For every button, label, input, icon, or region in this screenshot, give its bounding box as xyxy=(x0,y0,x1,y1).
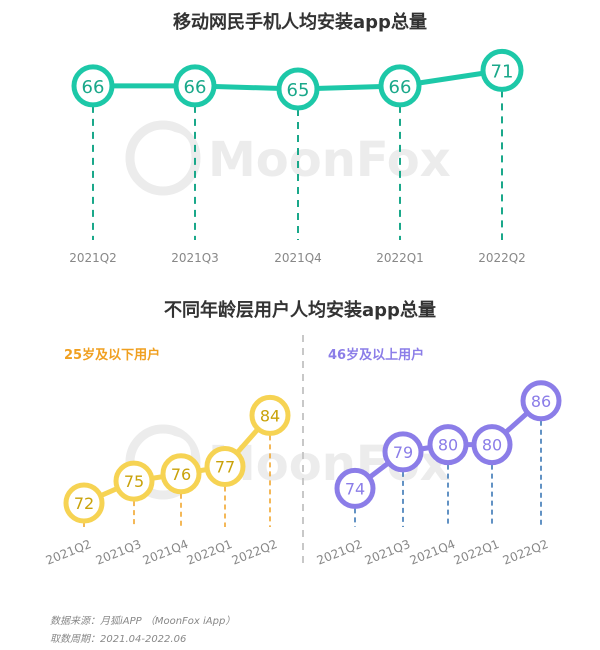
c2-point-old xyxy=(427,424,469,466)
c2-data-label-young: 77 xyxy=(215,458,235,477)
c1-data-label: 66 xyxy=(184,77,207,98)
c2-point-young xyxy=(249,394,291,436)
c2-data-label-old: 80 xyxy=(482,436,502,455)
c1-point xyxy=(71,64,115,108)
c2-data-label-young: 75 xyxy=(124,472,144,491)
c2-x-tick-label-young: 2021Q4 xyxy=(141,537,190,568)
chart-2-title: 不同年龄层用户人均安装app总量 xyxy=(164,300,436,321)
c2-point-old xyxy=(334,467,376,509)
c2-x-tick-label-young: 2022Q1 xyxy=(185,537,234,568)
c1-data-label: 66 xyxy=(389,77,412,98)
c2-x-tick-label-old: 2022Q1 xyxy=(452,537,501,568)
c2-x-tick-label-old: 2021Q3 xyxy=(363,537,412,568)
c2-x-tick-label-young: 2021Q2 xyxy=(44,537,93,568)
c2-point-old xyxy=(471,424,513,466)
c1-point xyxy=(378,64,422,108)
c2-point-young xyxy=(63,482,105,524)
c2-x-tick-label-young: 2021Q3 xyxy=(94,537,143,568)
c2-point-young xyxy=(204,446,246,487)
c1-point xyxy=(173,64,217,108)
c1-x-tick-label: 2021Q3 xyxy=(171,251,219,265)
chart-1-title: 移动网民手机人均安装app总量 xyxy=(173,12,427,33)
c1-x-tick-label: 2021Q4 xyxy=(274,251,322,265)
c1-x-tick-label: 2022Q1 xyxy=(376,251,424,265)
watermark-1-logo-cut xyxy=(155,132,191,168)
c2-x-tick-label-old: 2022Q2 xyxy=(501,537,550,568)
c2-data-label-old: 80 xyxy=(438,436,458,455)
c1-x-tick-label: 2021Q2 xyxy=(69,251,117,265)
c2-data-label-young: 76 xyxy=(171,465,191,484)
c1-point xyxy=(480,48,524,92)
c1-data-label: 65 xyxy=(287,80,310,101)
c2-x-tick-label-old: 2021Q4 xyxy=(408,537,457,568)
c2-point-old xyxy=(382,431,424,473)
c2-data-label-old: 74 xyxy=(345,479,365,498)
c2-data-label-old: 79 xyxy=(393,443,413,462)
c1-data-label: 66 xyxy=(82,77,105,98)
watermark-1-text: MoonFox xyxy=(208,132,451,188)
c2-data-label-old: 86 xyxy=(531,392,551,411)
c1-data-label: 71 xyxy=(491,61,514,82)
c1-x-tick-label: 2022Q2 xyxy=(478,251,526,265)
c2-point-old xyxy=(520,380,562,422)
data-source-note: 数据来源：月狐iAPP （MoonFox iApp） xyxy=(50,616,236,627)
c2-x-tick-label-old: 2021Q2 xyxy=(315,537,364,568)
c2-data-label-young: 72 xyxy=(74,494,94,513)
c2-x-tick-label-young: 2022Q2 xyxy=(230,537,279,568)
c2-point-young xyxy=(113,460,155,502)
c2-data-label-young: 84 xyxy=(260,406,280,425)
legend-older-users: 46岁及以上用户 xyxy=(328,348,425,363)
c2-point-young xyxy=(160,453,202,495)
legend-young-users: 25岁及以下用户 xyxy=(64,348,161,363)
data-period-note: 取数周期：2021.04-2022.06 xyxy=(50,634,187,645)
c1-point xyxy=(276,67,320,111)
